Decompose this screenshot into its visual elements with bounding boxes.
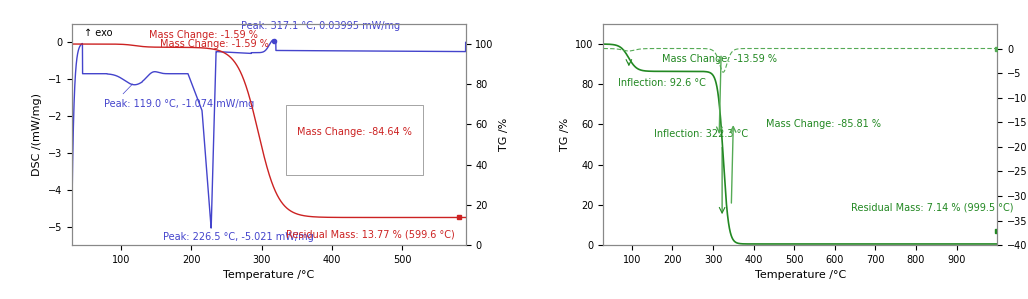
Text: DSC: DSC bbox=[311, 124, 329, 133]
Y-axis label: TG /%: TG /% bbox=[560, 118, 570, 151]
Text: Mass Change: -13.59 %: Mass Change: -13.59 % bbox=[662, 54, 777, 64]
Text: Peak: 317.1 °C, 0.03995 mW/mg: Peak: 317.1 °C, 0.03995 mW/mg bbox=[241, 21, 400, 31]
Text: Inflection: 92.6 °C: Inflection: 92.6 °C bbox=[618, 78, 705, 88]
Y-axis label: DSC /(mW/mg): DSC /(mW/mg) bbox=[32, 93, 42, 176]
Text: [4.1] AMG.ngb-st9: [4.1] AMG.ngb-st9 bbox=[290, 142, 366, 151]
Bar bbox=[287, 105, 424, 175]
Text: Mass Change: -85.81 %: Mass Change: -85.81 % bbox=[766, 118, 881, 129]
Text: [3] AMDngb-sd7: [3] AMDngb-sd7 bbox=[290, 109, 359, 118]
Y-axis label: TG /%: TG /% bbox=[500, 118, 509, 151]
Text: Residual Mass: 13.77 % (599.6 °C): Residual Mass: 13.77 % (599.6 °C) bbox=[287, 229, 455, 239]
Text: ↑ exo: ↑ exo bbox=[83, 28, 112, 38]
Text: Mass Change: -84.64 %: Mass Change: -84.64 % bbox=[297, 126, 412, 137]
Text: Peak: 119.0 °C, -1.074 mW/mg: Peak: 119.0 °C, -1.074 mW/mg bbox=[104, 99, 254, 109]
Text: Peak: 226.5 °C, -5.021 mW/mg: Peak: 226.5 °C, -5.021 mW/mg bbox=[163, 232, 315, 242]
Text: Inflection: 322.3 °C: Inflection: 322.3 °C bbox=[654, 129, 748, 138]
Text: Mass Change: -1.59 %: Mass Change: -1.59 % bbox=[149, 30, 258, 40]
Text: Mass Change: -1.59 %: Mass Change: -1.59 % bbox=[159, 39, 268, 49]
X-axis label: Temperature /°C: Temperature /°C bbox=[755, 271, 846, 280]
Text: TG: TG bbox=[311, 157, 323, 166]
X-axis label: Temperature /°C: Temperature /°C bbox=[223, 271, 315, 280]
Text: Residual Mass: 7.14 % (999.5 °C): Residual Mass: 7.14 % (999.5 °C) bbox=[851, 203, 1014, 213]
